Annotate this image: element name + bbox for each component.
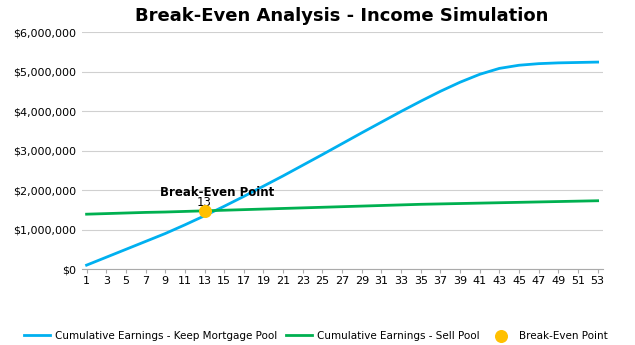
Cumulative Earnings - Keep Mortgage Pool [102, 255, 110, 259]
Cumulative Earnings - Keep Mortgage Pool [220, 204, 228, 208]
Cumulative Earnings - Keep Mortgage Pool [142, 239, 149, 244]
Cumulative Earnings - Sell Pool [515, 200, 523, 204]
Cumulative Earnings - Keep Mortgage Pool [338, 141, 346, 146]
Cumulative Earnings - Sell Pool [220, 208, 228, 212]
Cumulative Earnings - Keep Mortgage Pool [161, 231, 169, 236]
Cumulative Earnings - Keep Mortgage Pool [515, 63, 523, 67]
Cumulative Earnings - Keep Mortgage Pool [319, 152, 326, 157]
Cumulative Earnings - Keep Mortgage Pool [279, 174, 287, 178]
Legend: Cumulative Earnings - Keep Mortgage Pool, Cumulative Earnings - Sell Pool, Break: Cumulative Earnings - Keep Mortgage Pool… [20, 326, 612, 345]
Cumulative Earnings - Keep Mortgage Pool [417, 99, 425, 103]
Cumulative Earnings - Keep Mortgage Pool [495, 66, 503, 70]
Cumulative Earnings - Keep Mortgage Pool [378, 120, 385, 124]
Cumulative Earnings - Keep Mortgage Pool [398, 109, 405, 114]
Line: Cumulative Earnings - Keep Mortgage Pool: Cumulative Earnings - Keep Mortgage Pool [86, 62, 598, 265]
Cumulative Earnings - Sell Pool [594, 199, 601, 203]
Cumulative Earnings - Sell Pool [102, 211, 110, 216]
Cumulative Earnings - Sell Pool [122, 211, 130, 215]
Cumulative Earnings - Keep Mortgage Pool [554, 61, 562, 65]
Title: Break-Even Analysis - Income Simulation: Break-Even Analysis - Income Simulation [135, 7, 549, 25]
Cumulative Earnings - Keep Mortgage Pool [181, 223, 189, 227]
Cumulative Earnings - Keep Mortgage Pool [358, 131, 366, 135]
Cumulative Earnings - Keep Mortgage Pool [299, 163, 307, 167]
Cumulative Earnings - Sell Pool [319, 205, 326, 209]
Cumulative Earnings - Sell Pool [476, 201, 483, 205]
Cumulative Earnings - Sell Pool [279, 206, 287, 210]
Text: Break-Even Point: Break-Even Point [160, 186, 274, 199]
Text: 13: 13 [197, 196, 212, 209]
Cumulative Earnings - Keep Mortgage Pool [535, 62, 542, 66]
Cumulative Earnings - Sell Pool [378, 204, 385, 208]
Cumulative Earnings - Sell Pool [260, 207, 267, 211]
Cumulative Earnings - Sell Pool [142, 210, 149, 215]
Cumulative Earnings - Sell Pool [554, 199, 562, 204]
Cumulative Earnings - Sell Pool [338, 205, 346, 209]
Cumulative Earnings - Keep Mortgage Pool [476, 72, 483, 76]
Line: Cumulative Earnings - Sell Pool: Cumulative Earnings - Sell Pool [86, 201, 598, 214]
Cumulative Earnings - Keep Mortgage Pool [122, 247, 130, 252]
Cumulative Earnings - Keep Mortgage Pool [574, 60, 582, 65]
Cumulative Earnings - Keep Mortgage Pool [201, 214, 208, 218]
Cumulative Earnings - Sell Pool [83, 212, 90, 216]
Cumulative Earnings - Sell Pool [358, 204, 366, 208]
Cumulative Earnings - Sell Pool [398, 203, 405, 207]
Cumulative Earnings - Sell Pool [161, 210, 169, 214]
Cumulative Earnings - Sell Pool [437, 202, 444, 206]
Cumulative Earnings - Sell Pool [495, 201, 503, 205]
Cumulative Earnings - Keep Mortgage Pool [594, 60, 601, 64]
Cumulative Earnings - Sell Pool [181, 209, 189, 214]
Cumulative Earnings - Keep Mortgage Pool [83, 263, 90, 267]
Cumulative Earnings - Sell Pool [299, 206, 307, 210]
Cumulative Earnings - Sell Pool [535, 200, 542, 204]
Cumulative Earnings - Sell Pool [201, 209, 208, 213]
Cumulative Earnings - Keep Mortgage Pool [456, 80, 464, 84]
Cumulative Earnings - Sell Pool [456, 201, 464, 206]
Cumulative Earnings - Sell Pool [574, 199, 582, 203]
Cumulative Earnings - Sell Pool [240, 208, 248, 212]
Cumulative Earnings - Keep Mortgage Pool [260, 184, 267, 188]
Cumulative Earnings - Keep Mortgage Pool [437, 89, 444, 93]
Cumulative Earnings - Sell Pool [417, 202, 425, 206]
Cumulative Earnings - Keep Mortgage Pool [240, 194, 248, 198]
Break-Even Point [199, 208, 210, 214]
